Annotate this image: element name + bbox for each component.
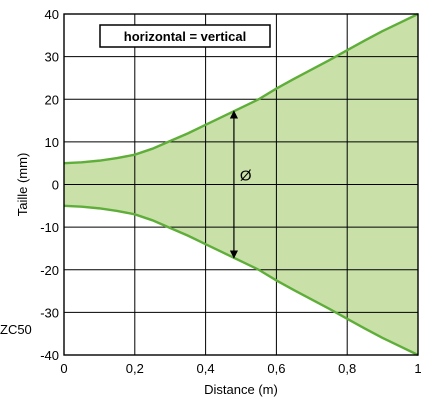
y-axis-title: Taille (mm) [15,153,30,217]
legend-box [99,24,271,48]
y-tick-label: 30 [45,50,59,65]
tick-labels: 0 0,2 0,4 0,6 0,8 1 -40 -30 -20 -10 0 10 20 30 40 [40,7,421,376]
y-tick-label: -20 [40,263,59,278]
lower-beam-line [63,204,419,357]
x-tick-label: 0,2 [126,361,144,376]
y-tick-label: 40 [45,7,59,22]
x-tick-label: 0,4 [197,361,215,376]
beam-lines [63,12,419,357]
upper-beam-line [63,12,419,165]
legend-entry: horizontal = vertical [124,29,246,44]
y-tick-label: 20 [45,92,59,107]
grid [64,14,418,355]
legend: horizontal = vertical [99,24,271,48]
x-tick-label: 1 [414,361,421,376]
plot-frame [63,13,419,356]
y-tick-label: 0 [52,178,59,193]
x-axis-title: Distance (m) [204,382,278,397]
diameter-symbol: Ø [240,168,252,185]
x-tick-label: 0,6 [267,361,285,376]
y-tick-label: -10 [40,220,59,235]
y-tick-label: -30 [40,305,59,320]
x-tick-label: 0 [60,361,67,376]
y-tick-label: -40 [40,348,59,363]
y-tick-label: 10 [45,135,59,150]
x-tick-label: 0,8 [338,361,356,376]
model-label: ZC50 [0,322,32,337]
